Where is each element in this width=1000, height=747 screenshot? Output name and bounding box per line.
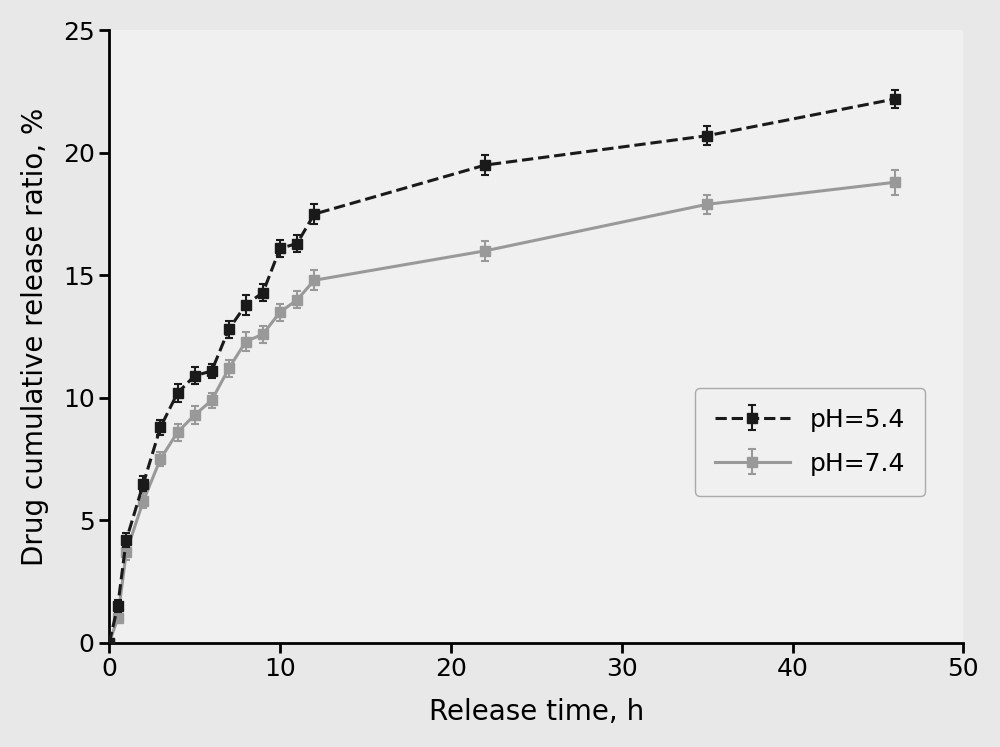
X-axis label: Release time, h: Release time, h <box>429 698 644 726</box>
Y-axis label: Drug cumulative release ratio, %: Drug cumulative release ratio, % <box>21 108 49 565</box>
Legend: pH=5.4, pH=7.4: pH=5.4, pH=7.4 <box>695 388 925 496</box>
